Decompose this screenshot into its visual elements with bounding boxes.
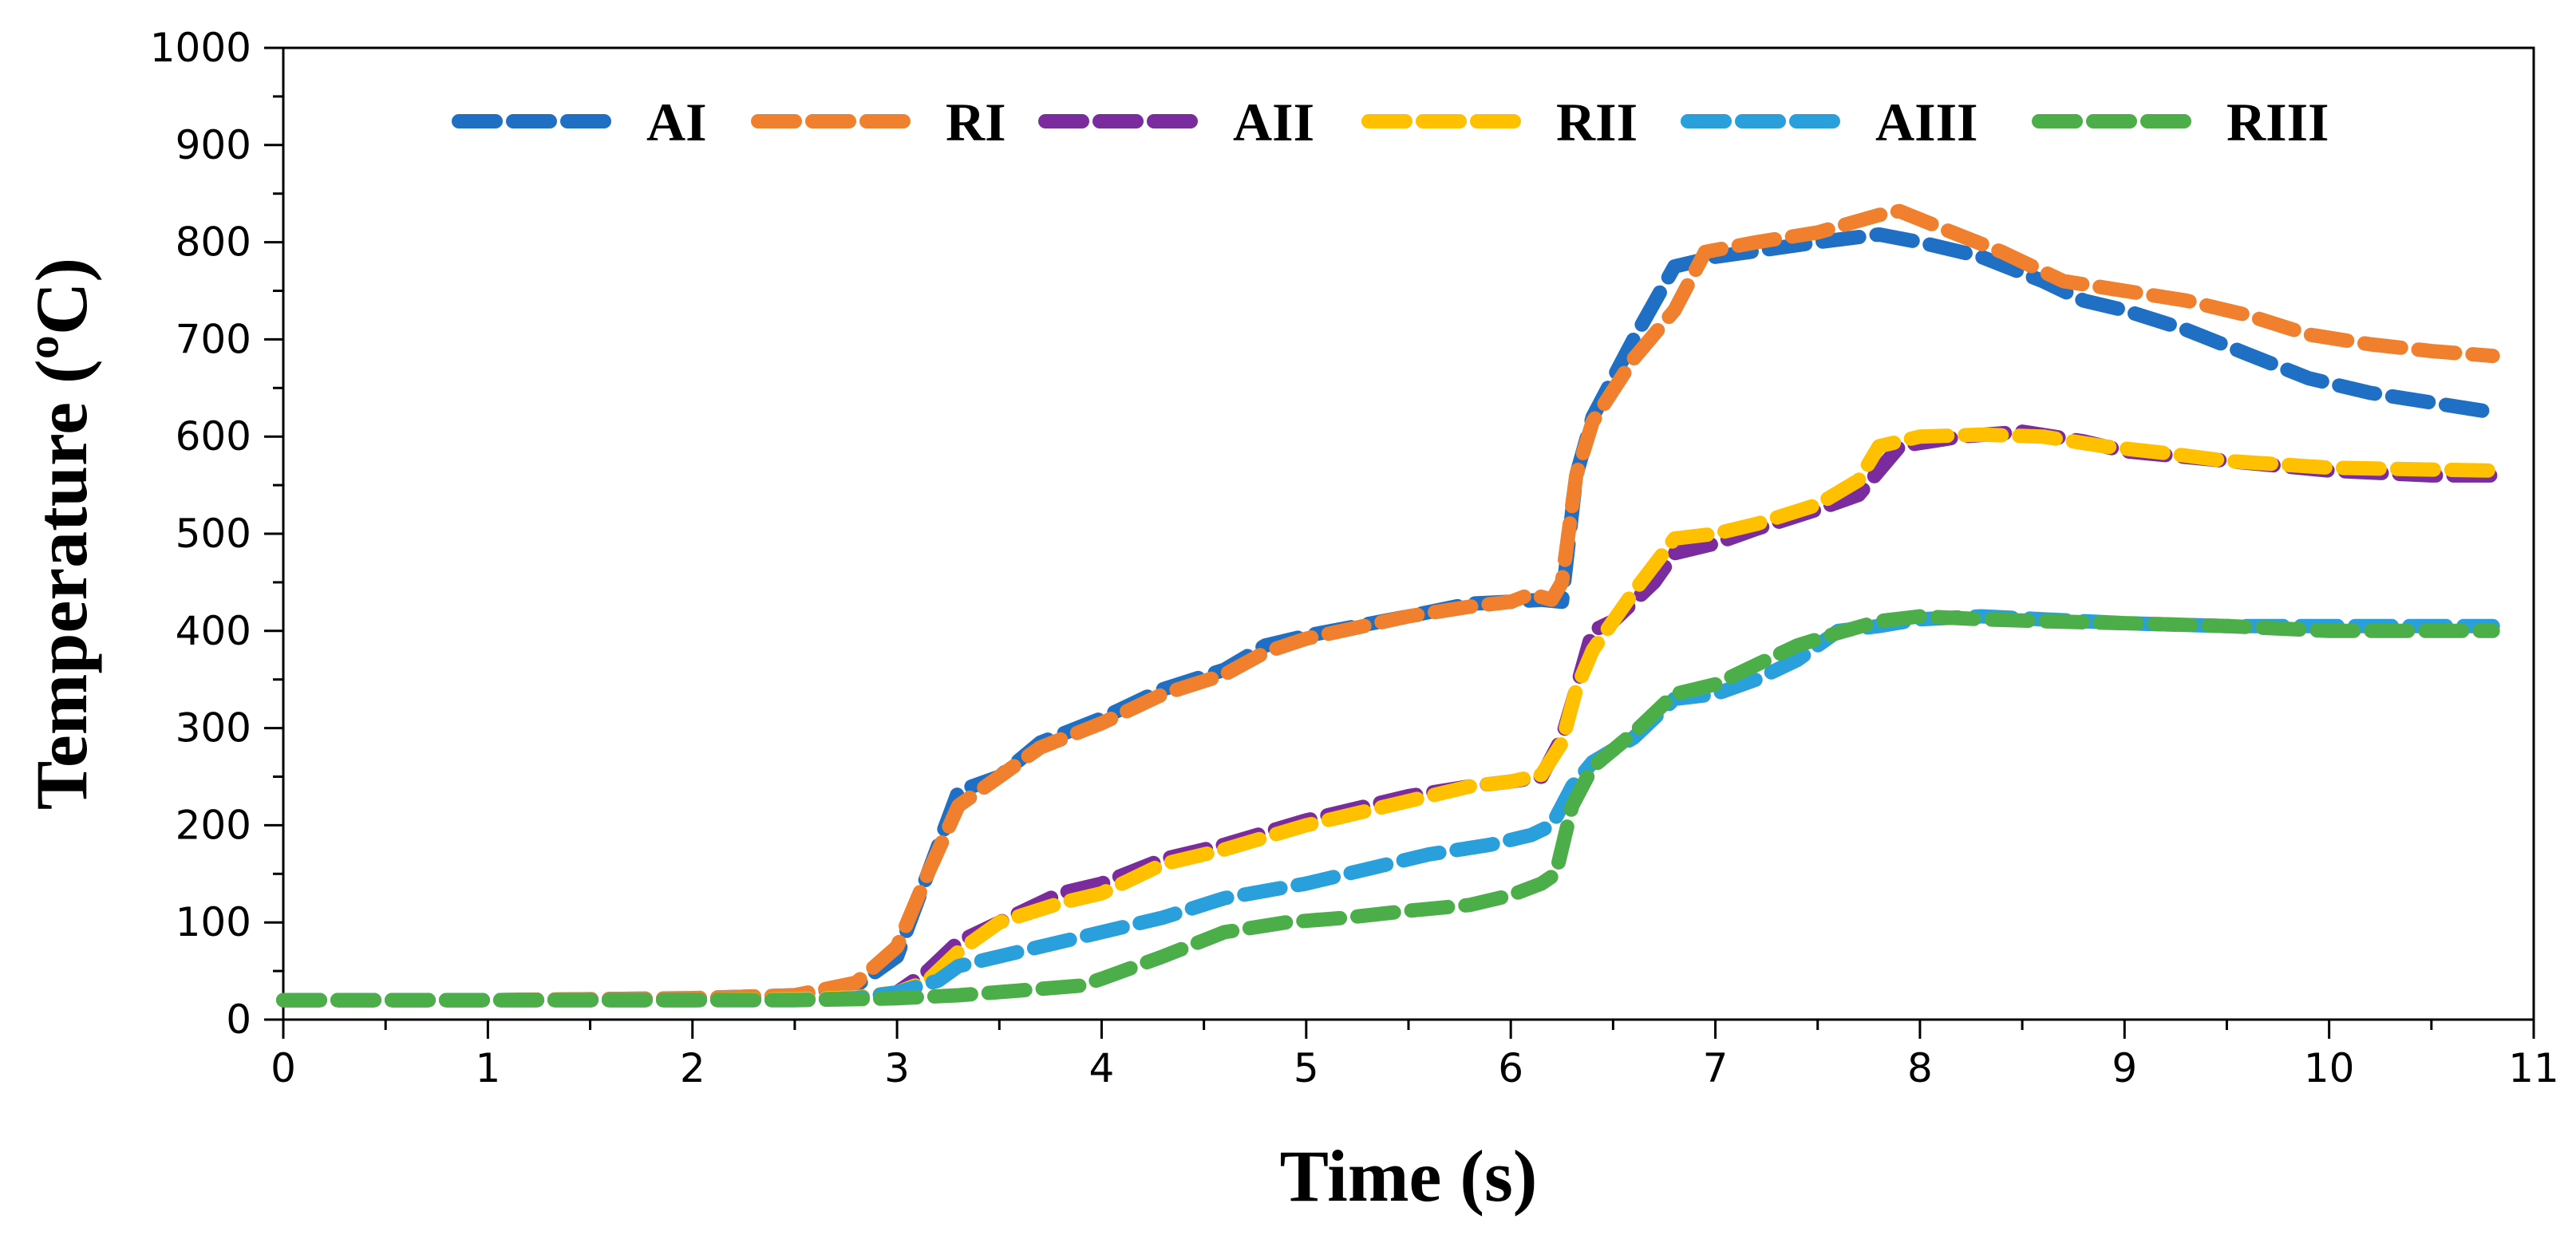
legend-label-rii: RII bbox=[1556, 92, 1638, 152]
x-tick-label: 3 bbox=[884, 1045, 910, 1091]
legend-label-riii: RIII bbox=[2226, 92, 2329, 152]
y-tick-label: 900 bbox=[176, 122, 251, 168]
y-tick-label: 300 bbox=[176, 705, 251, 752]
x-tick-label: 7 bbox=[1703, 1045, 1729, 1091]
y-tick-label: 100 bbox=[176, 899, 251, 945]
x-axis-title: Time (s) bbox=[1280, 1135, 1538, 1217]
x-tick-label: 2 bbox=[680, 1045, 705, 1091]
x-tick-label: 0 bbox=[271, 1045, 296, 1091]
x-tick-label: 9 bbox=[2112, 1045, 2137, 1091]
y-tick-label: 200 bbox=[176, 802, 251, 848]
x-tick-label: 11 bbox=[2508, 1045, 2559, 1091]
legend-label-aii: AII bbox=[1233, 92, 1314, 152]
legend-label-ri: RI bbox=[946, 92, 1006, 152]
x-tick-label: 5 bbox=[1294, 1045, 1319, 1091]
x-axis-ticks: 0 1 2 3 4 5 6 7 8 9 10 11 bbox=[271, 1020, 2559, 1091]
y-tick-label: 800 bbox=[176, 219, 251, 266]
y-tick-label: 500 bbox=[176, 511, 251, 557]
series-line-riii bbox=[276, 609, 2500, 1008]
y-tick-label: 600 bbox=[176, 413, 251, 460]
x-tick-label: 1 bbox=[475, 1045, 500, 1091]
y-axis-ticks: 0 100 200 300 400 500 600 700 800 900 1000 bbox=[150, 25, 283, 1043]
x-tick-label: 4 bbox=[1089, 1045, 1115, 1091]
y-tick-label: 400 bbox=[176, 608, 251, 654]
x-tick-label: 10 bbox=[2304, 1045, 2355, 1091]
x-tick-label: 6 bbox=[1498, 1045, 1523, 1091]
series-lines bbox=[276, 203, 2500, 1008]
y-axis-title: Temperature (ºC) bbox=[21, 258, 102, 810]
y-tick-label: 0 bbox=[226, 996, 251, 1043]
y-tick-label: 1000 bbox=[150, 25, 251, 71]
legend-label-aiii: AIII bbox=[1875, 92, 1978, 152]
legend-label-ai: AI bbox=[646, 92, 707, 152]
legend: AI RI AII RII AIII RIII bbox=[452, 92, 2329, 152]
y-tick-label: 700 bbox=[176, 316, 251, 362]
series-line-ri bbox=[276, 203, 2500, 1008]
x-tick-label: 8 bbox=[1907, 1045, 1933, 1091]
